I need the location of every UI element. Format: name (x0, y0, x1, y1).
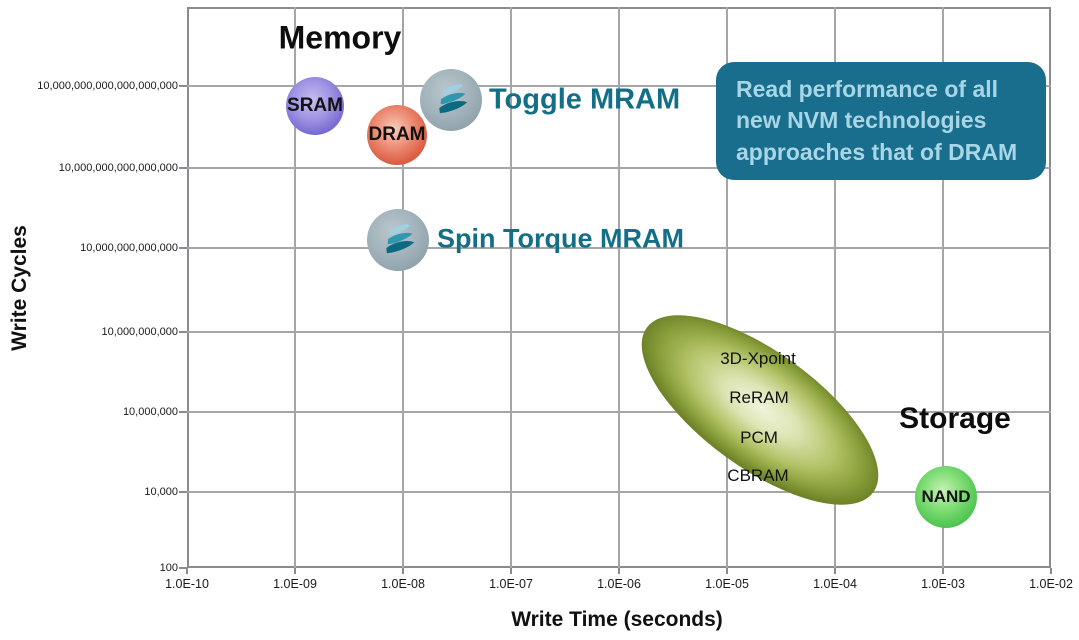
sram-bubble: SRAM (286, 77, 344, 135)
callout-text-line: new NVM technologies (736, 107, 987, 134)
mram-layers-icon (372, 214, 424, 266)
y-axis-tick (179, 331, 187, 333)
horizontal-gridline (187, 411, 1051, 413)
y-axis-tick-label: 10,000,000,000,000,000 (58, 162, 178, 174)
y-axis-tick (179, 247, 187, 249)
storage-group-label: Storage (899, 402, 1011, 435)
dram-bubble-label: DRAM (368, 124, 426, 145)
nvm-read-performance-callout: Read performance of all new NVM technolo… (716, 62, 1046, 180)
vertical-gridline (294, 7, 296, 568)
y-axis-tick-label: 100 (159, 562, 178, 574)
x-axis-tick (834, 568, 836, 574)
x-axis-tick-label: 1.0E-02 (1029, 577, 1073, 591)
x-axis-tick (510, 568, 512, 574)
toggle-mram-label: Toggle MRAM (489, 83, 681, 116)
y-axis-tick-label: 10,000,000,000 (101, 326, 178, 338)
nvm-technology-label: PCM (740, 428, 778, 447)
x-axis-tick (402, 568, 404, 574)
vertical-gridline (510, 7, 512, 568)
sram-bubble-label: SRAM (287, 95, 343, 116)
spin-torque-mram-bubble (367, 209, 429, 271)
callout-text-line: approaches that of DRAM (736, 138, 1018, 165)
x-axis-tick-label: 1.0E-10 (165, 577, 209, 591)
x-axis-tick (942, 568, 944, 574)
x-axis-tick (618, 568, 620, 574)
y-axis-tick (179, 167, 187, 169)
horizontal-gridline (187, 331, 1051, 333)
horizontal-gridline (187, 247, 1051, 249)
x-axis-tick-label: 1.0E-03 (921, 577, 965, 591)
horizontal-gridline (187, 491, 1051, 493)
y-axis-tick (179, 85, 187, 87)
horizontal-gridline (187, 85, 1051, 87)
x-axis-tick-label: 1.0E-07 (489, 577, 533, 591)
x-axis-tick-label: 1.0E-06 (597, 577, 641, 591)
x-axis-tick (294, 568, 296, 574)
x-axis-tick (1050, 568, 1052, 574)
x-axis-tick-label: 1.0E-05 (705, 577, 749, 591)
nand-bubble: NAND (915, 466, 977, 528)
x-axis-title: Write Time (seconds) (511, 608, 723, 631)
x-axis-tick-label: 1.0E-04 (813, 577, 857, 591)
y-axis-tick (179, 567, 187, 569)
x-axis-tick (186, 568, 188, 574)
toggle-mram-bubble (420, 69, 482, 131)
nvm-technology-label: ReRAM (729, 388, 789, 407)
nvm-technology-label: CBRAM (727, 466, 789, 485)
y-axis-tick-label: 10,000,000,000,000,000,000 (37, 80, 178, 92)
y-axis-title: Write Cycles (8, 225, 31, 351)
x-axis-tick (726, 568, 728, 574)
nand-bubble-label: NAND (921, 487, 971, 506)
spin-torque-mram-label: Spin Torque MRAM (437, 223, 684, 254)
y-axis-tick-label: 10,000,000 (122, 406, 178, 418)
y-axis-tick (179, 411, 187, 413)
memory-group-label: Memory (278, 19, 402, 56)
x-axis-tick-label: 1.0E-08 (381, 577, 425, 591)
vertical-gridline (618, 7, 620, 568)
callout-text-line: Read performance of all (736, 75, 999, 102)
mram-layers-icon (425, 74, 477, 126)
y-axis-tick-label: 10,000 (144, 486, 178, 498)
vertical-gridline (726, 7, 728, 568)
y-axis-tick (179, 491, 187, 493)
vertical-gridline (402, 7, 404, 568)
horizontal-gridline (187, 167, 1051, 169)
x-axis-tick-label: 1.0E-09 (273, 577, 317, 591)
dram-bubble: DRAM (367, 105, 427, 165)
y-axis-tick-label: 10,000,000,000,000 (80, 242, 178, 254)
vertical-gridline (834, 7, 836, 568)
nvm-technology-label: 3D-Xpoint (720, 349, 796, 368)
vertical-gridline (942, 7, 944, 568)
